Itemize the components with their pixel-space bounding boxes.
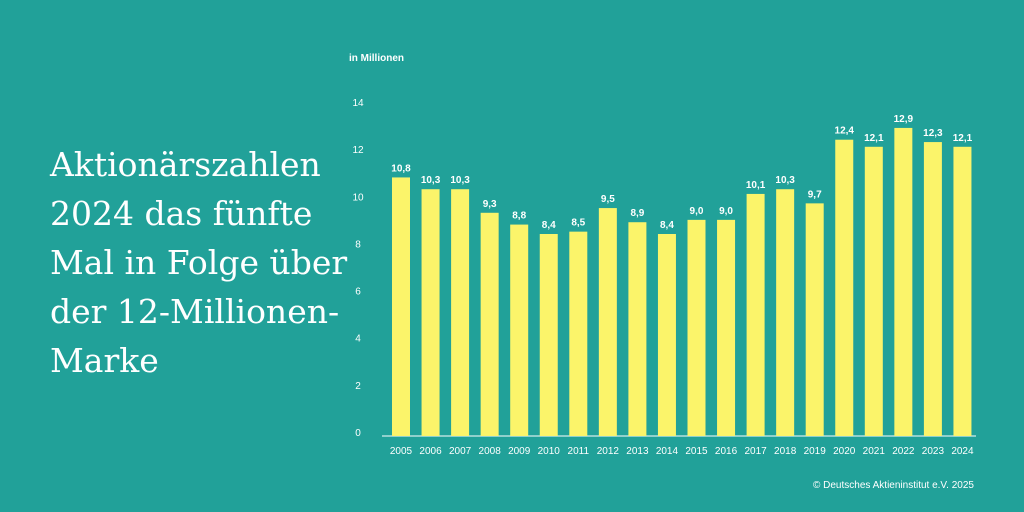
y-tick-label: 10: [352, 192, 364, 203]
data-label-2012: 9,5: [601, 194, 615, 205]
x-tick-label: 2014: [656, 446, 679, 457]
x-tick-label: 2009: [508, 446, 531, 457]
y-tick-label: 12: [352, 145, 364, 156]
data-label-2016: 9,0: [719, 206, 733, 217]
data-label-2017: 10,1: [746, 180, 766, 191]
x-tick-label: 2006: [419, 446, 442, 457]
bar-2014: [657, 234, 676, 436]
y-tick-label: 4: [355, 334, 361, 345]
bar-2021: [864, 146, 883, 437]
x-tick-label: 2018: [774, 446, 797, 457]
x-tick-label: 2021: [863, 446, 886, 457]
data-labels: 10,8 10,3 10,3 9,3 8,8 8,4 8,5 9,5 8,9 8,4 9,0 9,0 1…: [391, 114, 972, 231]
bar-2013: [628, 222, 647, 436]
x-tick-label: 2005: [390, 446, 413, 457]
data-label-2015: 9,0: [690, 206, 704, 217]
y-axis-ticks: 0 2 4 6 8 10 12 14: [352, 98, 364, 439]
data-label-2018: 10,3: [775, 175, 795, 186]
bar-2018: [776, 189, 795, 436]
bar-2022: [894, 127, 913, 436]
x-tick-label: 2007: [449, 446, 472, 457]
data-label-2024: 12,1: [953, 133, 973, 144]
x-tick-label: 2017: [744, 446, 767, 457]
bar-2010: [539, 234, 558, 436]
data-label-2011: 8,5: [571, 218, 585, 229]
data-label-2006: 10,3: [421, 175, 441, 186]
x-tick-label: 2019: [804, 446, 827, 457]
x-tick-label: 2024: [951, 446, 974, 457]
data-label-2014: 8,4: [660, 220, 674, 231]
bar-2012: [598, 208, 617, 436]
x-tick-label: 2012: [597, 446, 620, 457]
y-tick-label: 0: [355, 428, 361, 439]
copyright-footer: © Deutsches Aktieninstitut e.V. 2025: [813, 480, 974, 491]
bar-2020: [835, 139, 854, 436]
bar-2023: [923, 142, 942, 437]
y-tick-label: 8: [355, 239, 361, 250]
data-label-2009: 8,8: [512, 211, 526, 222]
data-label-2019: 9,7: [808, 189, 822, 200]
bar-2011: [569, 231, 588, 436]
y-axis-unit-label: in Millionen: [349, 53, 404, 64]
x-tick-label: 2023: [922, 446, 945, 457]
x-tick-label: 2008: [479, 446, 502, 457]
y-tick-label: 2: [355, 381, 361, 392]
data-label-2022: 12,9: [894, 114, 914, 125]
x-tick-label: 2022: [892, 446, 915, 457]
data-label-2021: 12,1: [864, 133, 884, 144]
bar-2016: [717, 219, 736, 436]
bar-2024: [953, 146, 972, 437]
x-tick-label: 2016: [715, 446, 738, 457]
headline: Aktionärszahlen 2024 das fünfte Mal in F…: [50, 145, 348, 380]
x-axis-ticks: 2005 2006 2007 2008 2009 2010 2011 2012 2013 2014…: [390, 446, 974, 457]
data-label-2013: 8,9: [630, 208, 644, 219]
data-label-2008: 9,3: [483, 199, 497, 210]
x-tick-label: 2013: [626, 446, 649, 457]
bar-2017: [746, 193, 765, 436]
bar-2015: [687, 219, 706, 436]
x-tick-label: 2015: [685, 446, 708, 457]
bars: [392, 127, 972, 437]
y-tick-label: 6: [355, 287, 361, 298]
data-label-2007: 10,3: [450, 175, 470, 186]
bar-2006: [421, 189, 440, 436]
x-tick-label: 2010: [538, 446, 561, 457]
bar-2005: [392, 177, 410, 436]
data-label-2023: 12,3: [923, 128, 943, 139]
x-tick-label: 2011: [568, 446, 590, 457]
y-tick-label: 14: [352, 98, 364, 109]
data-label-2005: 10,8: [391, 163, 411, 174]
bar-2007: [451, 189, 470, 436]
data-label-2020: 12,4: [835, 126, 855, 137]
bar-2019: [805, 203, 824, 436]
x-tick-label: 2020: [833, 446, 856, 457]
bar-2008: [480, 212, 499, 436]
bar-2009: [510, 224, 529, 436]
data-label-2010: 8,4: [542, 220, 556, 231]
